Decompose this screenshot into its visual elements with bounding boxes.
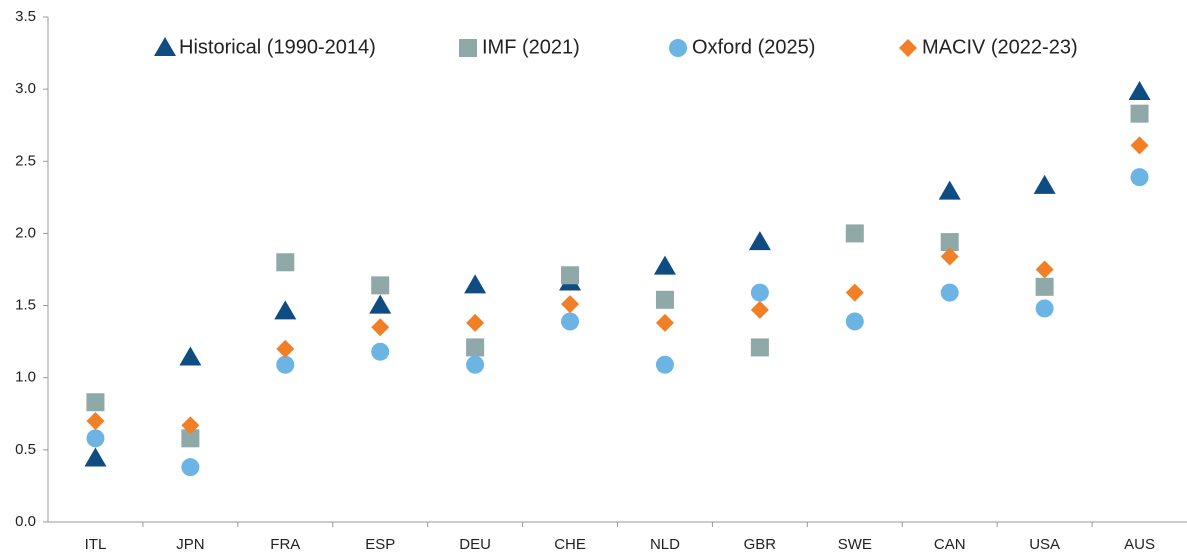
square-marker — [181, 429, 200, 448]
square-marker — [276, 253, 295, 272]
diamond-marker — [371, 318, 390, 337]
square-marker — [1035, 277, 1054, 296]
legend-label: IMF (2021) — [482, 36, 580, 58]
x-tick-label: ITL — [85, 536, 107, 553]
square-marker — [940, 233, 959, 252]
triangle-marker — [274, 300, 297, 320]
legend-label: MACIV (2022-23) — [922, 36, 1078, 58]
diamond-marker — [750, 300, 769, 319]
square-marker — [466, 338, 485, 357]
square-marker — [86, 393, 105, 412]
triangle-marker — [369, 294, 392, 314]
legend-label: Historical (1990-2014) — [179, 36, 376, 58]
circle-marker — [466, 355, 485, 374]
circle-marker — [1035, 299, 1054, 318]
y-tick-label: 1.5 — [15, 297, 36, 314]
legend-label: Oxford (2025) — [692, 36, 815, 58]
diamond-marker — [466, 313, 485, 332]
circle-marker — [181, 458, 200, 477]
x-tick-label: NLD — [650, 536, 680, 553]
diamond-marker — [845, 283, 864, 302]
diamond-marker — [86, 412, 105, 430]
x-tick-label: ESP — [365, 536, 395, 553]
diamond-marker — [276, 339, 295, 358]
y-tick-label: 0.5 — [15, 441, 36, 458]
circle-marker — [1130, 168, 1149, 187]
triangle-marker — [154, 37, 176, 56]
diamond-marker — [561, 295, 580, 314]
square-marker — [561, 266, 580, 285]
triangle-marker — [1128, 81, 1151, 101]
circle-marker — [276, 355, 295, 374]
y-tick-label: 0.0 — [15, 513, 36, 530]
x-tick-label: CAN — [934, 536, 966, 553]
x-tick-label: GBR — [744, 536, 777, 553]
triangle-marker — [748, 231, 771, 251]
square-marker — [655, 290, 674, 309]
x-tick-label: CHE — [554, 536, 586, 553]
circle-marker — [371, 342, 390, 361]
x-tick-label: FRA — [270, 536, 300, 553]
diamond-marker — [1035, 260, 1054, 279]
circle-marker — [86, 429, 105, 448]
triangle-marker — [179, 346, 202, 366]
y-tick-label: 3.0 — [15, 80, 36, 97]
triangle-marker — [1033, 174, 1056, 194]
square-marker — [845, 224, 864, 243]
circle-marker — [845, 312, 864, 331]
diamond-marker — [655, 313, 674, 332]
x-tick-label: JPN — [176, 536, 204, 553]
square-marker — [459, 39, 477, 57]
y-tick-label: 2.0 — [15, 224, 36, 241]
circle-marker — [561, 312, 580, 331]
triangle-marker — [84, 447, 107, 467]
x-tick-label: AUS — [1124, 536, 1155, 553]
x-tick-label: USA — [1029, 536, 1060, 553]
x-tick-label: DEU — [459, 536, 491, 553]
y-tick-label: 2.5 — [15, 152, 36, 169]
y-tick-label: 3.5 — [15, 8, 36, 25]
diamond-marker — [1130, 136, 1149, 155]
triangle-marker — [653, 255, 676, 275]
diamond-marker — [181, 416, 200, 435]
square-marker — [1130, 104, 1149, 123]
diamond-marker — [940, 247, 959, 266]
circle-marker — [750, 283, 769, 302]
y-tick-label: 1.0 — [15, 369, 36, 386]
circle-marker — [940, 283, 959, 302]
triangle-marker — [464, 274, 487, 294]
square-marker — [750, 338, 769, 357]
circle-marker — [655, 355, 674, 374]
circle-marker — [669, 39, 687, 57]
square-marker — [371, 276, 390, 295]
x-tick-label: SWE — [838, 536, 872, 553]
diamond-marker — [899, 39, 917, 57]
triangle-marker — [938, 180, 961, 200]
